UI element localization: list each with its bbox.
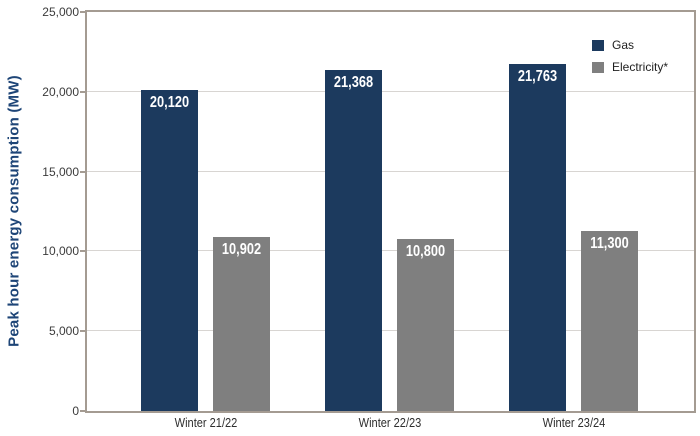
bar-electricity-1: 10,902: [213, 237, 270, 411]
gridline: [87, 170, 694, 172]
plot-area: 20,120 10,902 21,368 10,800 21,763 11,300 Gas…: [85, 10, 696, 413]
y-tick-mark: [80, 410, 85, 412]
y-tick-label: 0: [72, 404, 79, 418]
legend: Gas Electricity*: [592, 34, 668, 78]
y-tick-label: 15,000: [42, 164, 79, 179]
y-tick-mark: [80, 170, 85, 173]
legend-item-gas: Gas: [592, 34, 668, 56]
gridline: [87, 90, 694, 92]
bar-value-label: 21,763: [517, 68, 558, 85]
gridline: [87, 250, 694, 252]
legend-swatch-icon: [592, 39, 604, 51]
bar-gas-2: 21,368: [325, 70, 382, 411]
bar-value-label: 10,902: [221, 241, 262, 258]
y-tick-label: 10,000: [42, 244, 79, 259]
y-tick-label: 25,000: [42, 5, 79, 19]
x-tick-label: Winter 23/24: [542, 415, 605, 430]
gridline: [87, 330, 694, 332]
bar-gas-1: 20,120: [141, 90, 198, 411]
x-tick-label: Winter 22/23: [358, 415, 421, 430]
y-tick-label: 20,000: [42, 84, 79, 99]
bar-electricity-3: 11,300: [581, 231, 638, 411]
bar-gas-3: 21,763: [509, 64, 566, 411]
y-tick-mark: [80, 90, 85, 93]
y-tick-mark: [80, 330, 85, 333]
bar-electricity-2: 10,800: [397, 239, 454, 411]
y-tick-label: 5,000: [48, 324, 79, 339]
y-tick-mark: [80, 11, 85, 13]
bar-value-label: 20,120: [149, 94, 190, 111]
legend-label: Electricity*: [612, 60, 669, 74]
legend-swatch-icon: [592, 61, 604, 73]
bar-value-label: 21,368: [333, 74, 374, 91]
legend-label: Gas: [612, 38, 635, 52]
y-tick-mark: [80, 250, 85, 253]
legend-item-electricity: Electricity*: [592, 56, 668, 78]
bar-value-label: 11,300: [590, 235, 629, 252]
x-tick-label: Winter 21/22: [174, 415, 237, 430]
y-axis-title-text: Peak hour energy consumption (MW): [5, 75, 23, 347]
bar-value-label: 10,800: [405, 243, 446, 260]
